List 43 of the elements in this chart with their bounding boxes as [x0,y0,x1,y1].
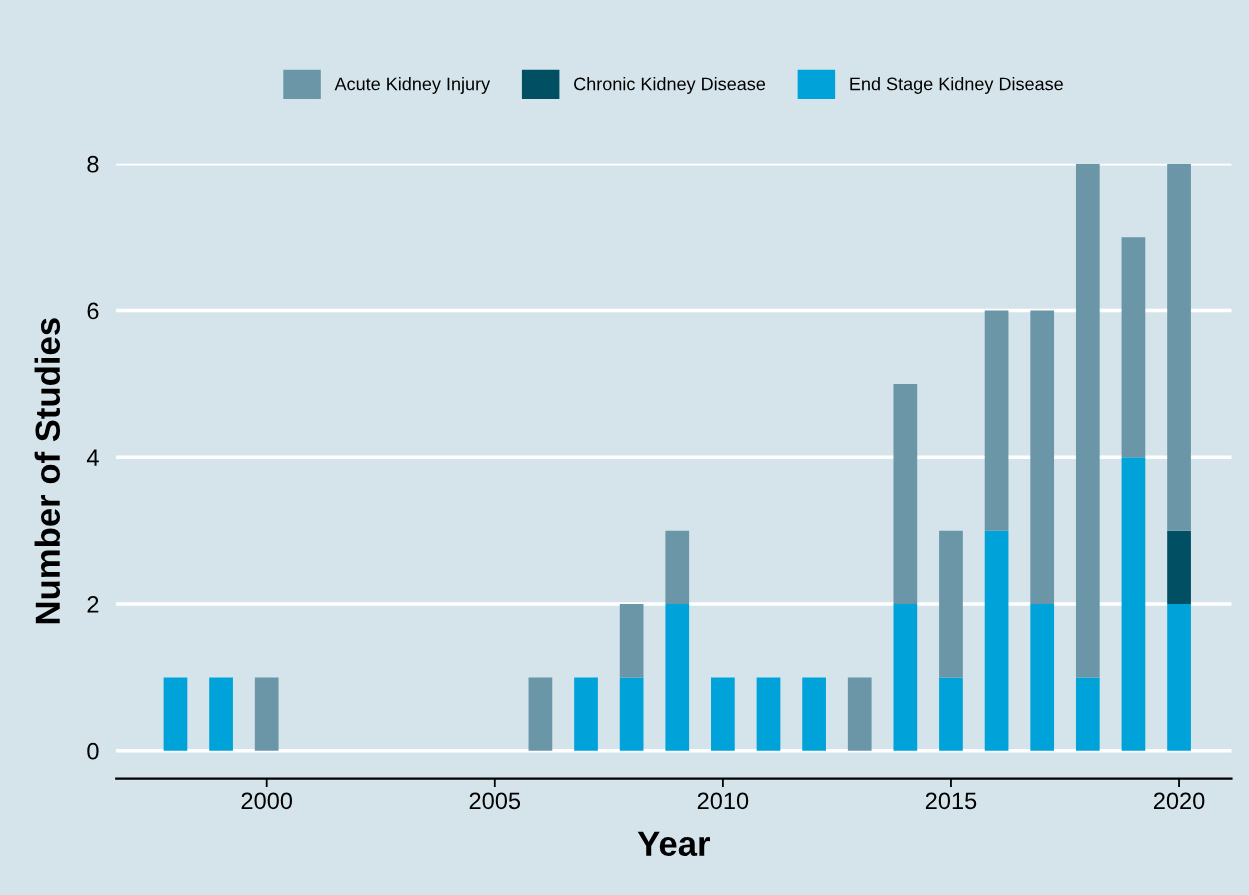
bar [574,677,598,751]
bar [619,604,644,678]
legend-label: End Stage Kidney Disease [850,77,1063,94]
y-tick-label: 2 [87,596,99,613]
y-axis-title: Number of Studies [34,318,61,624]
x-tick-label: 2005 [469,792,521,810]
bar [756,677,781,751]
bar [984,310,1009,531]
legend-label: Acute Kidney Injury [334,77,491,94]
bar [209,677,233,751]
y-tick-label: 0 [87,742,99,760]
bar [254,677,279,751]
y-tick-label: 8 [87,155,99,173]
bar [665,530,690,605]
legend-label: Chronic Kidney Disease [574,77,766,94]
bar [665,604,690,751]
bar [1167,530,1191,605]
bar [1030,310,1055,605]
bar [939,530,963,678]
x-axis-title: Year [637,831,710,857]
bar [1121,457,1146,751]
x-tick-label: 2000 [241,792,293,810]
bar [711,677,735,751]
bar [1075,677,1100,751]
bar [847,677,872,751]
bar [984,530,1009,751]
bar [619,677,644,751]
y-tick-label: 6 [87,302,99,320]
bar [1075,163,1100,678]
x-tick-label: 2015 [925,792,977,810]
bar [802,677,826,751]
x-tick-label: 2020 [1153,792,1205,810]
bar [893,604,918,751]
bar [1030,604,1055,751]
bar [893,383,918,605]
y-tick-label: 4 [86,449,99,466]
bar [1167,163,1191,531]
bar [939,677,963,751]
bar [163,677,188,751]
bar [1167,604,1191,751]
bar [528,677,553,751]
bar [1121,237,1146,458]
x-tick-label: 2010 [697,792,749,810]
